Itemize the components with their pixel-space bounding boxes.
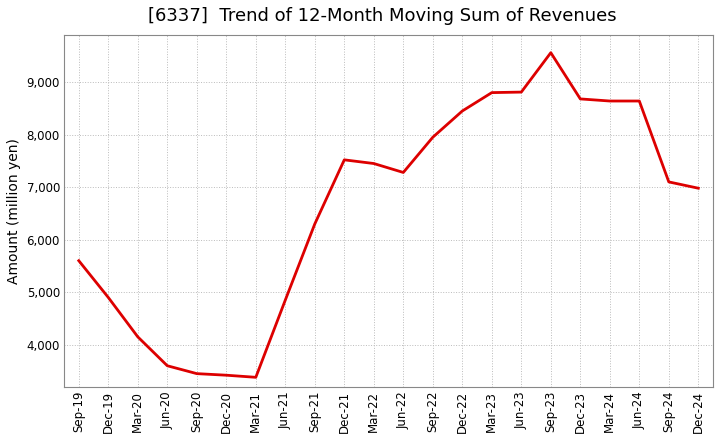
Text: [6337]  Trend of 12-Month Moving Sum of Revenues: [6337] Trend of 12-Month Moving Sum of R… bbox=[148, 7, 617, 25]
Y-axis label: Amount (million yen): Amount (million yen) bbox=[7, 138, 21, 284]
